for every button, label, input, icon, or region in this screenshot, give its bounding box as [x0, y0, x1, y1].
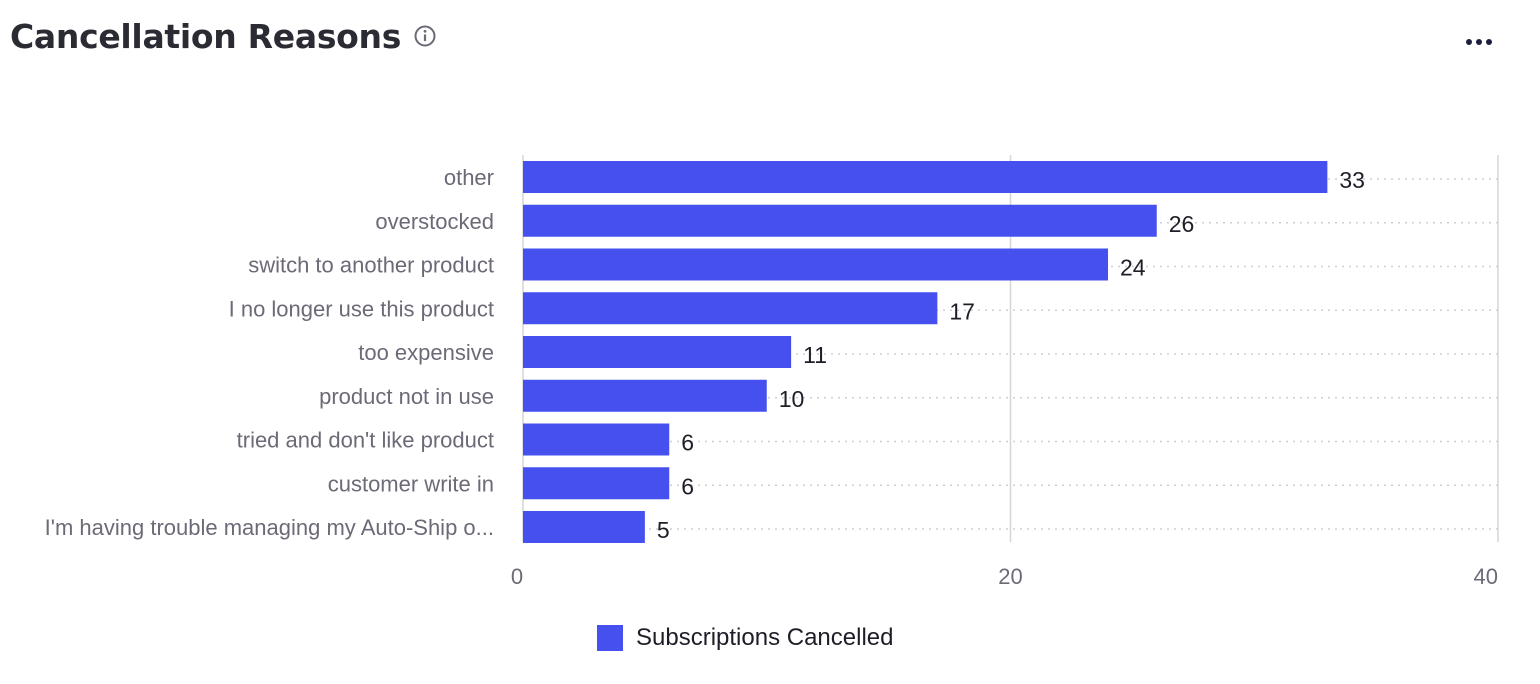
bar[interactable] — [523, 204, 1157, 237]
labels: 0 20 40 other 33 overstocked 26 switch to anoth… — [45, 165, 1498, 589]
data-label: 5 — [657, 517, 670, 543]
category-label: I no longer use this product — [229, 296, 494, 321]
data-label: 11 — [803, 342, 827, 368]
data-label: 33 — [1339, 167, 1365, 193]
bars — [523, 161, 1328, 543]
legend-label: Subscriptions Cancelled — [636, 624, 894, 651]
category-label: other — [444, 165, 494, 190]
bar[interactable] — [523, 292, 938, 325]
chart-header: Cancellation Reasons — [10, 12, 437, 60]
bar[interactable] — [523, 248, 1108, 281]
x-tick-label: 20 — [998, 564, 1022, 589]
category-label: product not in use — [319, 384, 494, 409]
bar[interactable] — [523, 161, 1328, 193]
category-label: switch to another product — [248, 253, 494, 278]
legend-swatch — [597, 625, 623, 651]
bar[interactable] — [523, 511, 645, 543]
more-options-button[interactable] — [1460, 28, 1500, 56]
category-label: overstocked — [375, 209, 494, 234]
data-label: 24 — [1120, 255, 1146, 281]
chart-title: Cancellation Reasons — [10, 16, 402, 56]
more-horizontal-icon — [1466, 39, 1492, 45]
data-label: 6 — [681, 430, 694, 456]
bar[interactable] — [523, 336, 792, 368]
data-label: 6 — [681, 473, 694, 499]
bar[interactable] — [523, 467, 670, 500]
legend[interactable]: Subscriptions Cancelled — [597, 624, 893, 652]
bar[interactable] — [523, 423, 670, 456]
category-label: too expensive — [358, 340, 494, 365]
x-tick-label: 40 — [1474, 564, 1498, 589]
category-label: tried and don't like product — [237, 428, 494, 453]
data-label: 26 — [1169, 211, 1195, 237]
x-tick-label: 0 — [511, 564, 523, 589]
info-circle-icon[interactable] — [413, 24, 437, 48]
bar[interactable] — [523, 379, 767, 412]
data-label: 17 — [949, 298, 975, 324]
category-label: customer write in — [328, 471, 494, 496]
data-label: 10 — [779, 386, 805, 412]
category-label: I'm having trouble managing my Auto-Ship… — [45, 515, 494, 540]
